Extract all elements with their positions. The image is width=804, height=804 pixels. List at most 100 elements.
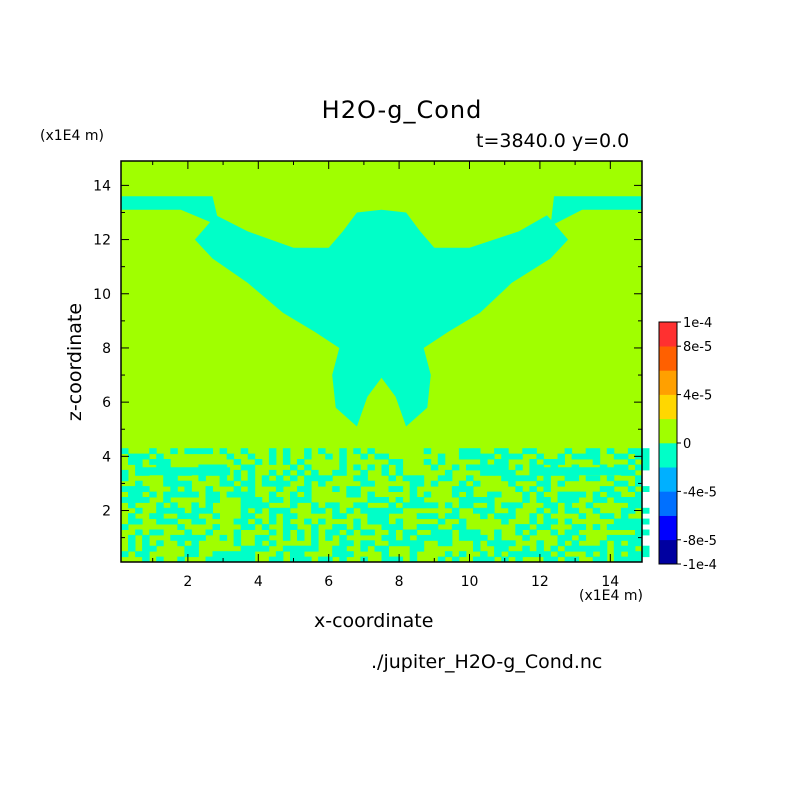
noise-cell [304, 453, 312, 460]
noise-cell [402, 502, 411, 509]
noise-cell [268, 556, 277, 563]
noise-cell [184, 513, 192, 520]
noise-cell [198, 448, 206, 455]
noise-cell [620, 513, 629, 520]
noise-cell [353, 524, 361, 530]
noise-cell [254, 459, 263, 465]
noise-cell [508, 507, 516, 514]
noise-cell [522, 545, 530, 552]
noise-cell [508, 551, 516, 558]
noise-cell [297, 545, 305, 552]
colorbar-tick-label: -4e-5 [683, 485, 717, 500]
noise-cell [635, 491, 643, 498]
noise-cell [233, 469, 242, 476]
noise-cell [170, 491, 178, 498]
noise-cell [170, 448, 178, 455]
noise-cell [501, 453, 509, 460]
noise-cell [564, 529, 573, 536]
noise-cell [177, 491, 185, 498]
noise-cell [592, 491, 601, 498]
noise-cell [268, 497, 277, 503]
noise-cell [353, 491, 361, 498]
noise-cell [374, 518, 382, 525]
noise-cell [515, 475, 523, 482]
noise-cell [297, 556, 305, 563]
noise-cell [346, 491, 354, 498]
noise-cell [346, 507, 354, 514]
noise-cell [240, 545, 249, 552]
noise-cell [304, 464, 312, 471]
noise-cell [128, 513, 136, 520]
noise-cell [121, 469, 129, 476]
noise-cell [191, 513, 199, 520]
noise-cell [233, 529, 242, 536]
noise-cell [437, 556, 446, 563]
noise-cell [374, 507, 382, 514]
noise-cell [494, 529, 502, 536]
noise-cell [233, 459, 242, 465]
noise-cell [360, 453, 368, 460]
noise-cell [536, 480, 544, 487]
noise-cell [627, 486, 636, 492]
noise-cell [247, 545, 256, 552]
y-axis-unit: (x1E4 m) [40, 128, 104, 144]
noise-cell [121, 524, 129, 530]
noise-cell [381, 545, 389, 552]
noise-cell [388, 540, 396, 547]
noise-cell [423, 513, 432, 520]
noise-cell [282, 469, 291, 476]
noise-cell [543, 480, 551, 487]
noise-cell [480, 464, 488, 471]
noise-cell [606, 524, 615, 530]
noise-cell [627, 518, 636, 525]
noise-cell [261, 475, 270, 482]
noise-cell [367, 529, 375, 536]
noise-cell [592, 497, 601, 503]
time-label: t=3840.0 y=0.0 [476, 130, 630, 152]
noise-cell [508, 513, 516, 520]
noise-cell [458, 534, 467, 541]
noise-cell [156, 502, 164, 509]
noise-cell [635, 464, 643, 471]
noise-cell [339, 453, 347, 460]
noise-cell [381, 551, 389, 558]
noise-cell [522, 551, 530, 558]
noise-cell [318, 507, 326, 514]
noise-cell [564, 448, 573, 455]
noise-cell [339, 513, 347, 520]
noise-cell [360, 507, 368, 514]
y-tick-label: 12 [93, 233, 111, 249]
noise-cell [487, 453, 495, 460]
noise-cell [247, 551, 256, 558]
noise-cell [416, 502, 425, 509]
noise-cell [205, 448, 213, 455]
noise-cell [564, 545, 573, 552]
noise-cell [332, 529, 340, 536]
noise-cell [473, 448, 481, 455]
noise-cell [374, 545, 382, 552]
noise-cell [480, 534, 488, 541]
noise-cell [620, 524, 629, 530]
noise-cell [247, 475, 256, 482]
noise-cell [275, 486, 284, 492]
noise-cell [149, 448, 157, 455]
noise-cell [536, 497, 544, 503]
noise-cell [282, 534, 291, 541]
noise-cell [529, 518, 537, 525]
noise-cell [163, 459, 171, 465]
noise-cell [226, 556, 235, 563]
noise-cell [149, 545, 157, 552]
noise-cell [381, 497, 389, 503]
noise-cell [339, 524, 347, 530]
noise-cell [557, 534, 565, 541]
noise-cell [339, 464, 347, 471]
noise-cell [599, 551, 608, 558]
noise-cell [191, 507, 199, 514]
noise-cell [233, 518, 242, 525]
noise-cell [381, 513, 389, 520]
noise-cell [501, 502, 509, 509]
noise-cell [613, 524, 622, 530]
noise-cell [620, 556, 629, 563]
noise-cell [247, 513, 256, 520]
noise-cell [557, 491, 565, 498]
